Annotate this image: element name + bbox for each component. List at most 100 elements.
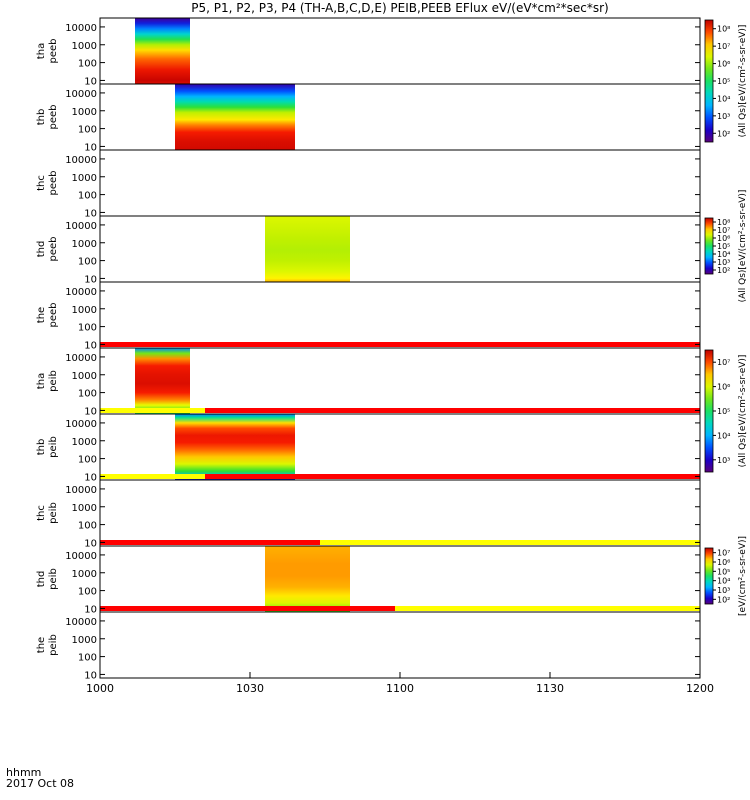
- y-tick-label: 10000: [65, 485, 97, 496]
- spectrogram-block-thd-peib: [265, 546, 350, 612]
- colorbar-tick-label: 10⁴: [717, 431, 730, 440]
- quality-flag-bar-red: [100, 540, 320, 545]
- colorbar-gradient: [704, 349, 714, 473]
- colorbar-tick-label: 10²: [717, 266, 730, 275]
- colorbar-tick-label: 10⁶: [717, 383, 730, 392]
- time-format-label: hhmm: [6, 766, 41, 779]
- y-tick-label: 10: [84, 76, 97, 87]
- date-label: 2017 Oct 08: [6, 777, 74, 790]
- y-tick-label: 1000: [72, 569, 97, 580]
- quality-flag-bar-yellow: [100, 408, 205, 413]
- quality-flag-bar-yellow: [395, 606, 700, 611]
- y-tick-label: 10: [84, 670, 97, 681]
- y-tick-label: 1000: [72, 371, 97, 382]
- y-tick-label: 100: [78, 389, 97, 400]
- panel-tha-peib: 10000 1000 100 10 tha peib: [36, 347, 701, 417]
- y-tick-label: 100: [78, 455, 97, 466]
- panel-probe-label: tha: [36, 43, 47, 59]
- spectrogram-block-tha-peib: [135, 348, 190, 414]
- y-tick-label: 10000: [65, 89, 97, 100]
- y-tick-label: 10: [84, 142, 97, 153]
- spectrogram-block-tha-peeb: [135, 18, 190, 84]
- y-tick-label: 10000: [65, 155, 97, 166]
- spectrogram-block-thb-peib: [175, 414, 295, 480]
- y-tick-label: 1000: [72, 503, 97, 514]
- panel-instrument-label: peib: [48, 370, 59, 392]
- colorbar-title: (All Qs)[eV/(cm²-s-sr-eV)]: [738, 355, 748, 468]
- y-tick-label: 10000: [65, 353, 97, 364]
- y-tick-label: 10000: [65, 287, 97, 298]
- y-tick-label: 100: [78, 653, 97, 664]
- chart-title: P5, P1, P2, P3, P4 (TH-A,B,C,D,E) PEIB,P…: [191, 1, 608, 15]
- colorbar-tick-label: 10⁵: [717, 567, 730, 576]
- y-tick-label: 10000: [65, 551, 97, 562]
- colorbar-title: (All Qs)[eV/(cm²-s-sr-eV)]: [738, 25, 748, 138]
- x-tick-label: 1200: [686, 682, 714, 695]
- panel-instrument-label: peib: [48, 502, 59, 524]
- x-tick-label: 1130: [536, 682, 564, 695]
- panel-probe-label: thb: [36, 109, 47, 126]
- y-tick-label: 1000: [72, 305, 97, 316]
- colorbar-tick-label: 10⁵: [717, 77, 730, 86]
- panel-instrument-label: peib: [48, 568, 59, 590]
- y-tick-label: 10: [84, 208, 97, 219]
- y-tick-label: 10: [84, 472, 97, 483]
- panel-probe-label: thd: [36, 571, 47, 588]
- colorbar-tick-label: 10³: [717, 258, 730, 267]
- time-axis: 1000 1030 1100 1130 1200: [86, 672, 714, 695]
- y-tick-label: 10000: [65, 617, 97, 628]
- colorbar-gradient: [704, 547, 714, 605]
- colorbar-title: [eV/(cm²-s-sr-eV)]: [738, 536, 748, 616]
- colorbar-tick-label: 10³: [717, 586, 730, 595]
- panel-frame: [99, 215, 701, 283]
- colorbar-tick-label: 10⁶: [717, 60, 730, 69]
- panel-tha-peeb: 10000 1000 100 10 tha peeb: [36, 17, 701, 87]
- colorbar-tick-label: 10⁵: [717, 242, 730, 251]
- panel-instrument-label: peeb: [48, 105, 59, 130]
- panel-probe-label: the: [36, 637, 47, 653]
- colorbar-tick-label: 10⁴: [717, 94, 730, 103]
- colorbar-tick-label: 10⁵: [717, 407, 730, 416]
- panel-the-peeb: 10000 1000 100 10 the peeb: [36, 281, 701, 351]
- colorbar-tick-label: 10⁶: [717, 234, 730, 243]
- panel-thd-peib: 10000 1000 100 10 thd peib: [36, 545, 701, 615]
- panel-instrument-label: peeb: [48, 171, 59, 196]
- y-tick-label: 10: [84, 340, 97, 351]
- colorbar-gradient: [704, 19, 714, 143]
- colorbar-tick-label: 10⁸: [717, 25, 730, 34]
- panel-frame: [99, 149, 701, 217]
- panel-instrument-label: peeb: [48, 237, 59, 262]
- panel-thb-peeb: 10000 1000 100 10 thb peeb: [36, 83, 701, 153]
- spectrogram-block-thd-peeb: [265, 216, 350, 282]
- colorbar-tick-label: 10⁷: [717, 42, 730, 51]
- colorbar-gradient: [704, 217, 714, 275]
- panel-instrument-label: peib: [48, 634, 59, 656]
- panel-instrument-label: peeb: [48, 39, 59, 64]
- y-tick-label: 100: [78, 323, 97, 334]
- y-tick-label: 10: [84, 406, 97, 417]
- colorbar-tick-label: 10⁴: [717, 577, 730, 586]
- y-tick-label: 1000: [72, 107, 97, 118]
- colorbar-tick-label: 10⁷: [717, 358, 730, 367]
- y-tick-label: 10000: [65, 23, 97, 34]
- y-tick-label: 10: [84, 538, 97, 549]
- panel-probe-label: tha: [36, 373, 47, 389]
- panel-frame: [99, 545, 701, 613]
- y-tick-label: 100: [78, 587, 97, 598]
- x-tick-label: 1000: [86, 682, 114, 695]
- y-tick-label: 10: [84, 604, 97, 615]
- colorbar-tick-label: 10⁴: [717, 250, 730, 259]
- colorbar-cb1: 10⁸ 10⁷ 10⁶ 10⁵ 10⁴ 10³ 10² (All Qs)[eV/(cm²-s-…: [704, 19, 748, 143]
- y-tick-label: 1000: [72, 239, 97, 250]
- y-tick-label: 1000: [72, 173, 97, 184]
- colorbar-tick-label: 10³: [717, 456, 730, 465]
- panel-thb-peib: 10000 1000 100 10 thb peib: [36, 413, 701, 483]
- panel-probe-label: thc: [36, 505, 47, 521]
- panel-probe-label: thc: [36, 175, 47, 191]
- y-tick-label: 1000: [72, 635, 97, 646]
- colorbar-tick-label: 10²: [717, 595, 730, 604]
- panel-frame: [99, 479, 701, 547]
